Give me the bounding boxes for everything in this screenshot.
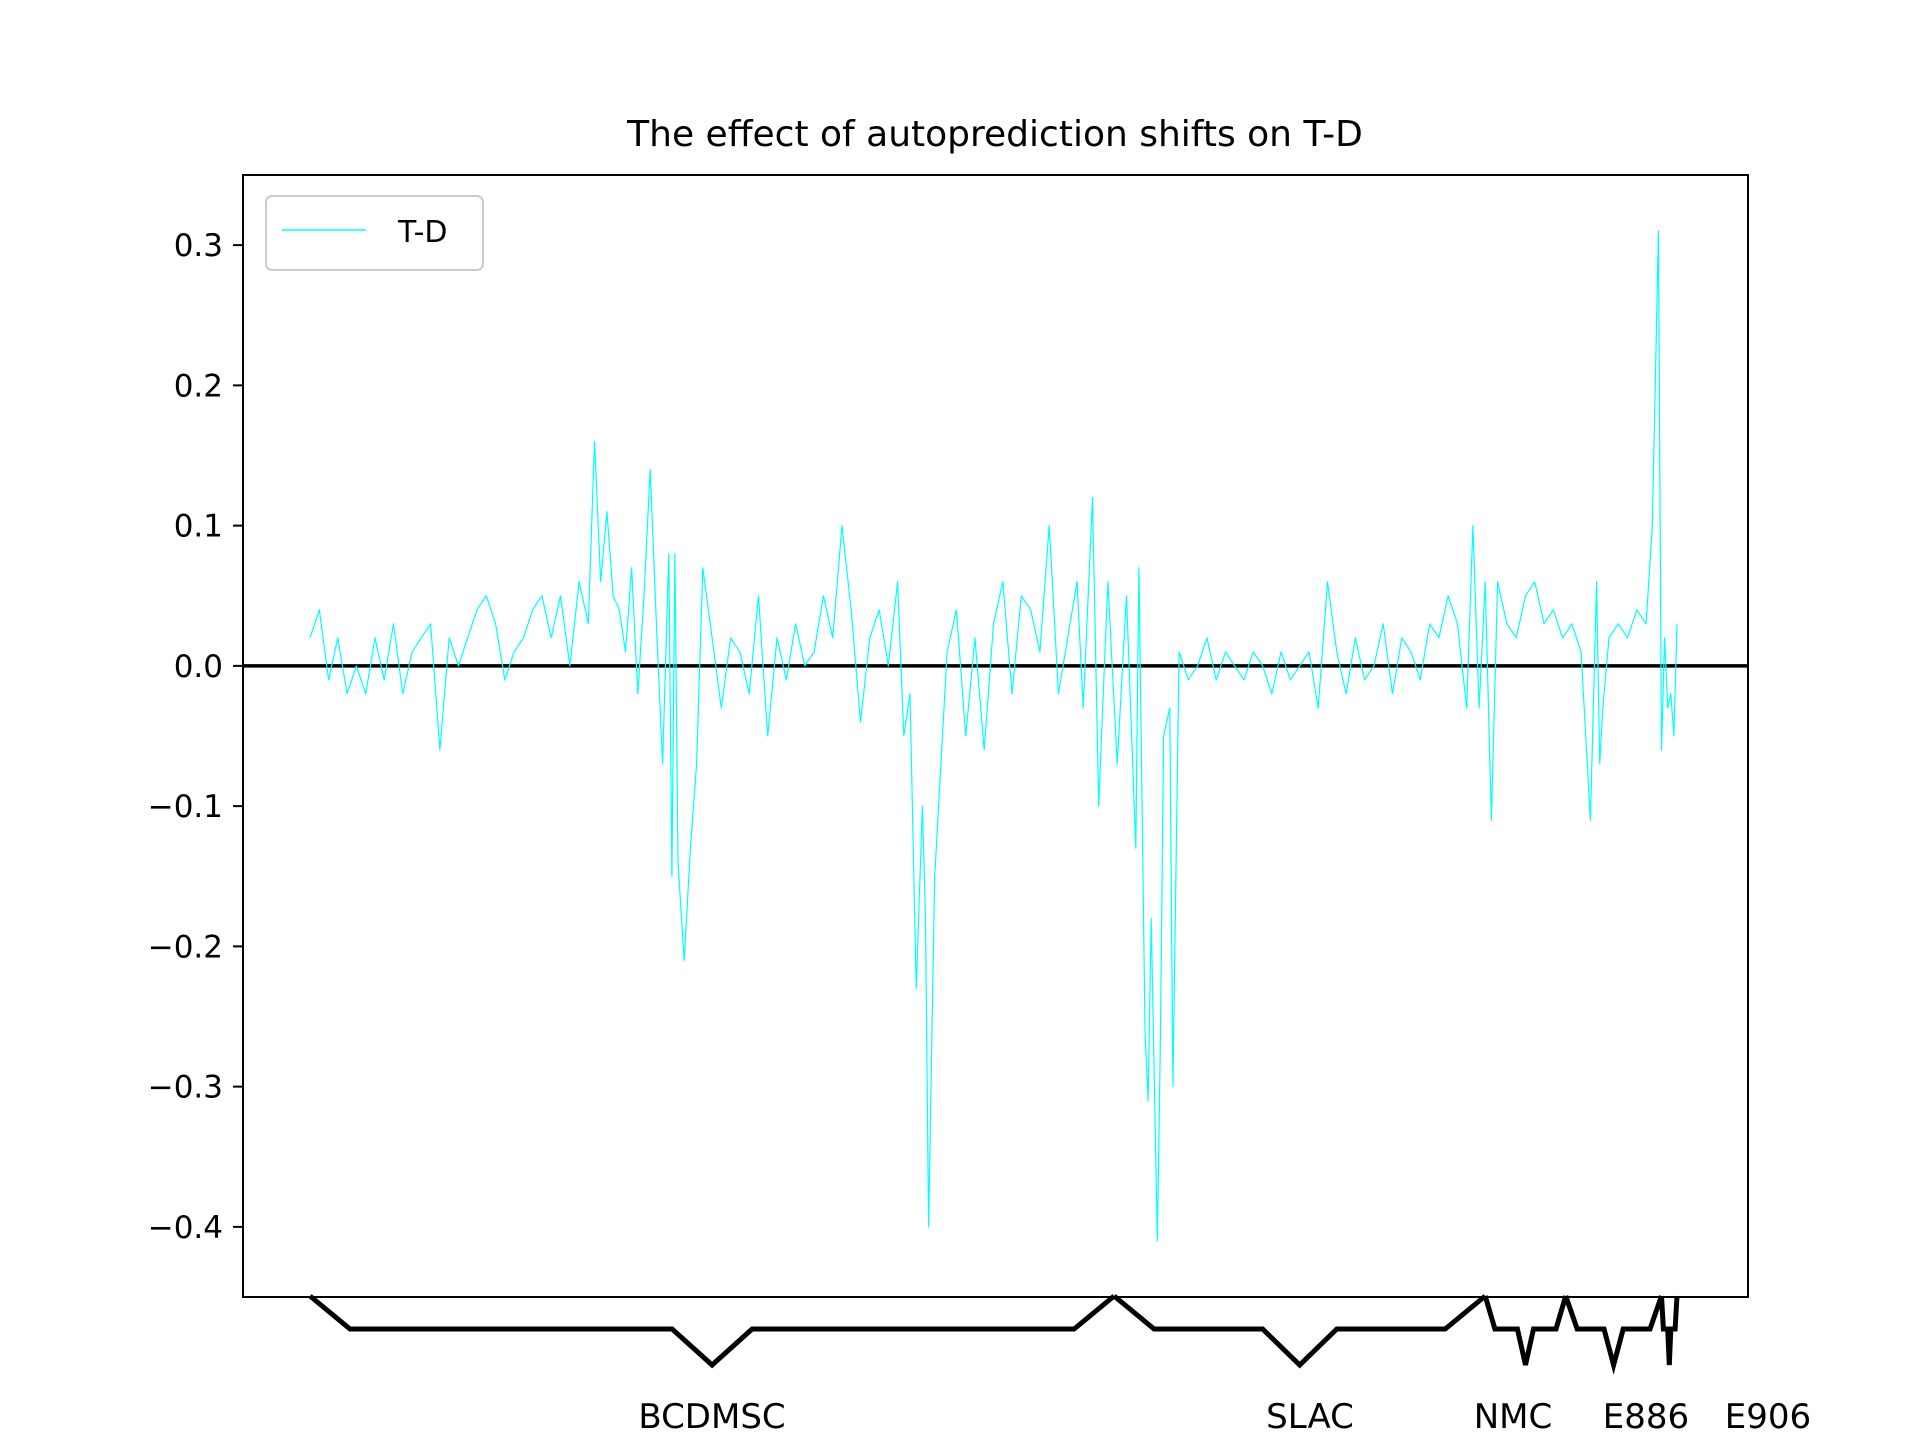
- chart-title: The effect of autoprediction shifts on T…: [626, 114, 1363, 155]
- y-tick-label: 0.1: [174, 509, 223, 545]
- plot-area: 0.3 0.2 0.1 0.0 −0.1 −0.2 −0.3 −0.4 BCDMSC SLAC NM…: [148, 174, 1811, 1437]
- category-label: E906: [1725, 1397, 1811, 1437]
- category-brace: [1563, 1295, 1664, 1375]
- legend-label-td: T-D: [397, 215, 448, 250]
- series-line-td: [309, 230, 1678, 1242]
- category-label: NMC: [1474, 1397, 1553, 1437]
- axes-frame: [242, 174, 1749, 1298]
- y-tick-label: 0.0: [174, 649, 223, 685]
- category-label: E886: [1603, 1397, 1689, 1437]
- category-brace: [1482, 1295, 1569, 1366]
- category-brace: [1112, 1294, 1487, 1369]
- y-tick-label: −0.3: [148, 1070, 223, 1106]
- y-tick-label: −0.2: [148, 929, 223, 965]
- y-tick-label: 0.2: [174, 368, 223, 404]
- category-brace: [308, 1294, 1116, 1369]
- y-tick-label: −0.1: [148, 789, 223, 825]
- legend: T-D: [265, 195, 484, 271]
- category-brace: [1659, 1295, 1680, 1366]
- y-tick-label: −0.4: [148, 1210, 223, 1246]
- y-tick-label: 0.3: [174, 228, 223, 264]
- legend-box: [265, 195, 484, 271]
- category-label: SLAC: [1266, 1397, 1354, 1437]
- category-label: BCDMSC: [638, 1397, 785, 1437]
